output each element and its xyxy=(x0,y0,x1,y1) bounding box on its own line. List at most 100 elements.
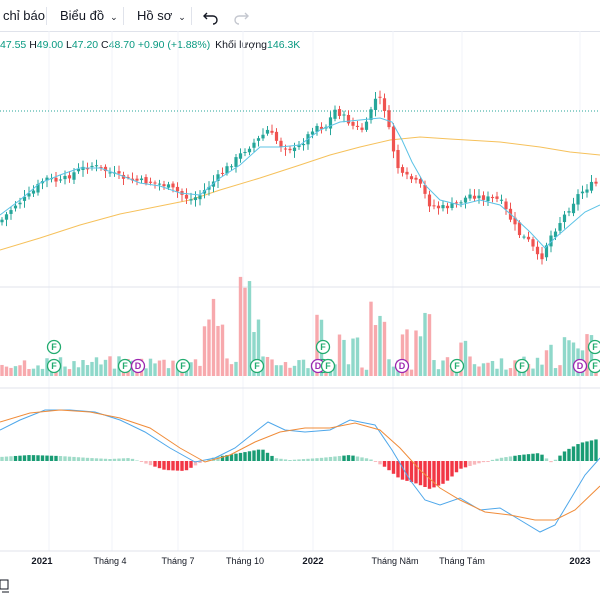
marker-circle xyxy=(587,339,600,355)
volume-bar xyxy=(202,326,207,376)
volume-bar xyxy=(517,359,522,376)
volume-bar xyxy=(225,358,229,376)
candle-body xyxy=(450,203,454,208)
volume-bar xyxy=(445,357,450,376)
candle-body xyxy=(490,196,495,199)
volume-bar xyxy=(409,369,414,376)
candle-body xyxy=(504,201,508,210)
candle-body xyxy=(378,96,382,98)
macd-bar xyxy=(108,459,112,461)
macd-bar xyxy=(85,457,90,461)
redo-button[interactable] xyxy=(230,5,252,27)
macd-bar xyxy=(342,455,346,461)
candle-body xyxy=(549,235,553,247)
candles-group xyxy=(0,90,598,265)
candle-body xyxy=(544,245,549,258)
volume-bar xyxy=(67,369,72,376)
macd-bar xyxy=(310,458,315,461)
volume-bar xyxy=(504,369,508,376)
volume-bar xyxy=(567,340,571,376)
marker-circle xyxy=(175,358,191,374)
macd-bar xyxy=(319,457,324,461)
volume-bar xyxy=(576,348,580,376)
macd-bar xyxy=(256,449,261,461)
macd-bar xyxy=(432,461,436,488)
undo-button[interactable] xyxy=(200,5,222,27)
macd-bar xyxy=(333,456,337,461)
candle-body xyxy=(594,181,598,184)
macd-bar xyxy=(148,461,153,466)
candle-body xyxy=(184,194,189,199)
marker-label: F xyxy=(320,342,326,352)
candle-body xyxy=(198,195,202,200)
event-marker-F: F xyxy=(46,339,62,355)
macd-bar xyxy=(391,461,396,474)
chart-menu-button[interactable]: Biểu đồ ⌄ xyxy=(60,0,118,31)
candle-body xyxy=(423,184,427,194)
candle-body xyxy=(4,214,9,220)
marker-label: F xyxy=(454,361,460,371)
candle-body xyxy=(166,184,171,188)
candle-body xyxy=(486,196,490,202)
indicator-line xyxy=(0,409,600,521)
volume-bar xyxy=(216,325,220,376)
candle-body xyxy=(522,236,526,238)
macd-lines xyxy=(0,409,600,533)
macd-bar xyxy=(315,458,319,461)
macd-bar xyxy=(130,458,135,461)
candle-body xyxy=(315,125,319,132)
macd-bar xyxy=(504,457,508,461)
candle-body xyxy=(567,211,571,213)
candle-body xyxy=(481,195,486,200)
volume-bar xyxy=(342,339,346,376)
volume-bar xyxy=(292,365,297,376)
volume-bar xyxy=(265,356,270,376)
macd-bar xyxy=(441,461,445,484)
candle-body xyxy=(585,189,589,193)
time-axis-label: 2023 xyxy=(569,556,590,567)
macd-bar xyxy=(22,455,27,461)
macd-bar xyxy=(454,461,459,473)
candle-body xyxy=(157,183,162,185)
candle-body xyxy=(180,191,184,195)
candle-body xyxy=(589,181,594,191)
candle-body xyxy=(274,131,279,141)
volume-bar xyxy=(436,369,441,376)
macd-bar xyxy=(274,458,279,461)
volume-bar xyxy=(400,334,405,376)
candle-body xyxy=(58,179,63,181)
macd-bar xyxy=(67,456,72,461)
volume-bar xyxy=(495,368,499,376)
macd-bar xyxy=(360,457,364,461)
macd-bar xyxy=(162,461,166,470)
macd-bar xyxy=(283,459,288,461)
macd-bar xyxy=(567,448,571,461)
redo-icon xyxy=(234,12,249,25)
marker-label: F xyxy=(592,361,598,371)
indicators-button[interactable]: chỉ báo xyxy=(3,0,45,31)
profile-menu-button[interactable]: Hồ sơ ⌄ xyxy=(137,0,186,31)
volume-value: 146.3K xyxy=(267,39,301,51)
volume-bar xyxy=(256,319,261,376)
candle-body xyxy=(337,109,342,116)
candle-body xyxy=(526,236,531,240)
volume-bar xyxy=(508,368,513,376)
candle-body xyxy=(558,223,562,231)
volume-bar xyxy=(594,361,598,376)
volume-bar xyxy=(324,362,328,376)
candle-body xyxy=(364,121,369,130)
marker-circle xyxy=(46,339,62,355)
candle-body xyxy=(409,176,414,180)
marker-label: F xyxy=(51,361,57,371)
macd-bar xyxy=(571,446,576,461)
event-marker-F: F xyxy=(587,358,600,374)
volume-bar xyxy=(333,364,337,376)
candle-body xyxy=(301,144,306,146)
volume-bar xyxy=(31,368,36,376)
candle-body xyxy=(477,195,481,199)
candle-body xyxy=(202,190,207,194)
macd-bar xyxy=(589,440,594,461)
volume-bar xyxy=(355,337,360,376)
event-marker-F: F xyxy=(315,339,331,355)
